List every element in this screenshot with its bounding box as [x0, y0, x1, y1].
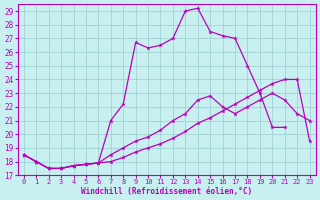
X-axis label: Windchill (Refroidissement éolien,°C): Windchill (Refroidissement éolien,°C) — [81, 187, 252, 196]
